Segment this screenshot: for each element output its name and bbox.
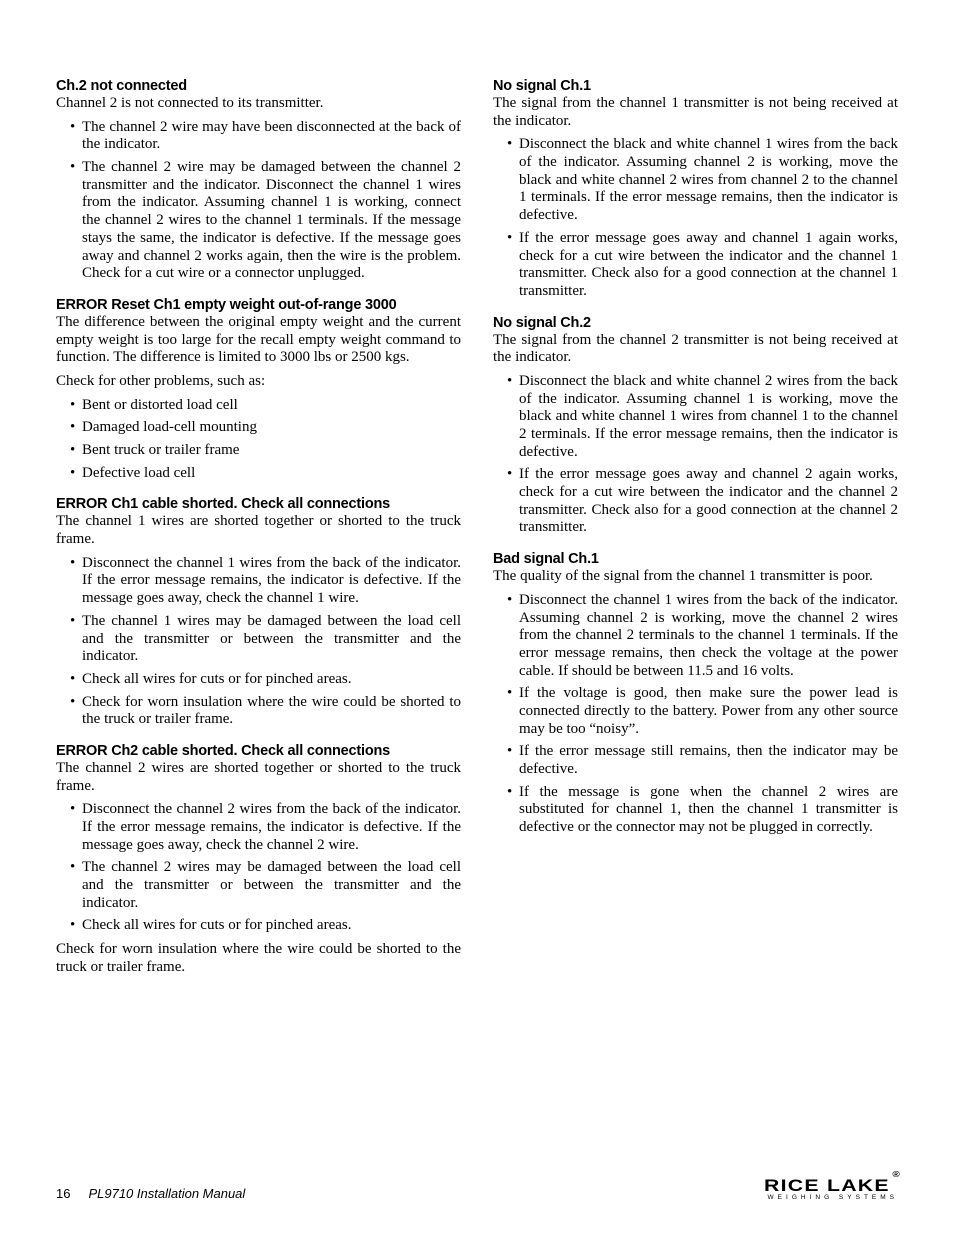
section-text: Check for other problems, such as: [56,373,461,391]
section-heading: No signal Ch.1 [493,78,898,94]
bullet-item: Check all wires for cuts or for pinched … [82,671,461,689]
section-heading: ERROR Ch2 cable shorted. Check all conne… [56,743,461,759]
section-no-signal-ch2: No signal Ch.2 The signal from the chann… [493,315,898,538]
registered-icon: ® [892,1170,901,1179]
section-text: The channel 2 wires are shorted together… [56,760,461,795]
bullet-item: Defective load cell [82,465,461,483]
footer-left: 16 PL9710 Installation Manual [56,1186,245,1201]
section-text: Channel 2 is not connected to its transm… [56,95,461,113]
bullet-item: If the message is gone when the channel … [519,784,898,837]
bullet-item: The channel 2 wires may be damaged betwe… [82,859,461,912]
section-text: The signal from the channel 1 transmitte… [493,95,898,130]
bullet-item: Check all wires for cuts or for pinched … [82,917,461,935]
section-error-ch1-cable: ERROR Ch1 cable shorted. Check all conne… [56,496,461,729]
bullet-item: Disconnect the channel 1 wires from the … [82,555,461,608]
bullet-item: If the error message goes away and chann… [519,230,898,301]
section-heading: No signal Ch.2 [493,315,898,331]
bullet-item: The channel 1 wires may be damaged betwe… [82,613,461,666]
section-text: The channel 1 wires are shorted together… [56,513,461,548]
bullet-item: If the error message still remains, then… [519,743,898,778]
right-column: No signal Ch.1 The signal from the chann… [493,78,898,991]
bullet-list: The channel 2 wire may have been disconn… [56,119,461,283]
bullet-item: If the error message goes away and chann… [519,466,898,537]
bullet-list: Disconnect the channel 1 wires from the … [493,592,898,837]
section-text: The quality of the signal from the chann… [493,568,898,586]
bullet-item: Disconnect the black and white channel 2… [519,373,898,461]
section-bad-signal-ch1: Bad signal Ch.1 The quality of the signa… [493,551,898,837]
bullet-list: Disconnect the black and white channel 1… [493,136,898,300]
page-footer: 16 PL9710 Installation Manual RICE LAKE®… [56,1177,898,1202]
section-heading: Bad signal Ch.1 [493,551,898,567]
bullet-item: Disconnect the black and white channel 1… [519,136,898,224]
bullet-item: The channel 2 wire may have been disconn… [82,119,461,154]
bullet-item: Check for worn insulation where the wire… [82,694,461,729]
bullet-list: Bent or distorted load cell Damaged load… [56,397,461,483]
bullet-item: Disconnect the channel 1 wires from the … [519,592,898,680]
section-error-ch2-cable: ERROR Ch2 cable shorted. Check all conne… [56,743,461,977]
bullet-item: Bent or distorted load cell [82,397,461,415]
bullet-item: Disconnect the channel 2 wires from the … [82,801,461,854]
section-text: The difference between the original empt… [56,314,461,367]
logo-main-text: RICE LAKE® [735,1177,898,1194]
rice-lake-logo: RICE LAKE® WEIGHING SYSTEMS [768,1177,898,1202]
section-text: The signal from the channel 2 transmitte… [493,332,898,367]
page-content: Ch.2 not connected Channel 2 is not conn… [0,0,954,991]
section-no-signal-ch1: No signal Ch.1 The signal from the chann… [493,78,898,301]
section-heading: ERROR Ch1 cable shorted. Check all conne… [56,496,461,512]
section-heading: Ch.2 not connected [56,78,461,94]
bullet-item: Bent truck or trailer frame [82,442,461,460]
section-error-reset-ch1: ERROR Reset Ch1 empty weight out-of-rang… [56,297,461,483]
bullet-list: Disconnect the channel 2 wires from the … [56,801,461,935]
bullet-list: Disconnect the black and white channel 2… [493,373,898,537]
logo-sub-text: WEIGHING SYSTEMS [768,1195,898,1202]
bullet-list: Disconnect the channel 1 wires from the … [56,555,461,729]
section-text: Check for worn insulation where the wire… [56,941,461,976]
left-column: Ch.2 not connected Channel 2 is not conn… [56,78,461,991]
bullet-item: If the voltage is good, then make sure t… [519,685,898,738]
manual-title: PL9710 Installation Manual [88,1186,245,1201]
section-ch2-not-connected: Ch.2 not connected Channel 2 is not conn… [56,78,461,283]
bullet-item: The channel 2 wire may be damaged betwee… [82,159,461,283]
section-heading: ERROR Reset Ch1 empty weight out-of-rang… [56,297,461,313]
page-number: 16 [56,1186,70,1201]
bullet-item: Damaged load-cell mounting [82,419,461,437]
